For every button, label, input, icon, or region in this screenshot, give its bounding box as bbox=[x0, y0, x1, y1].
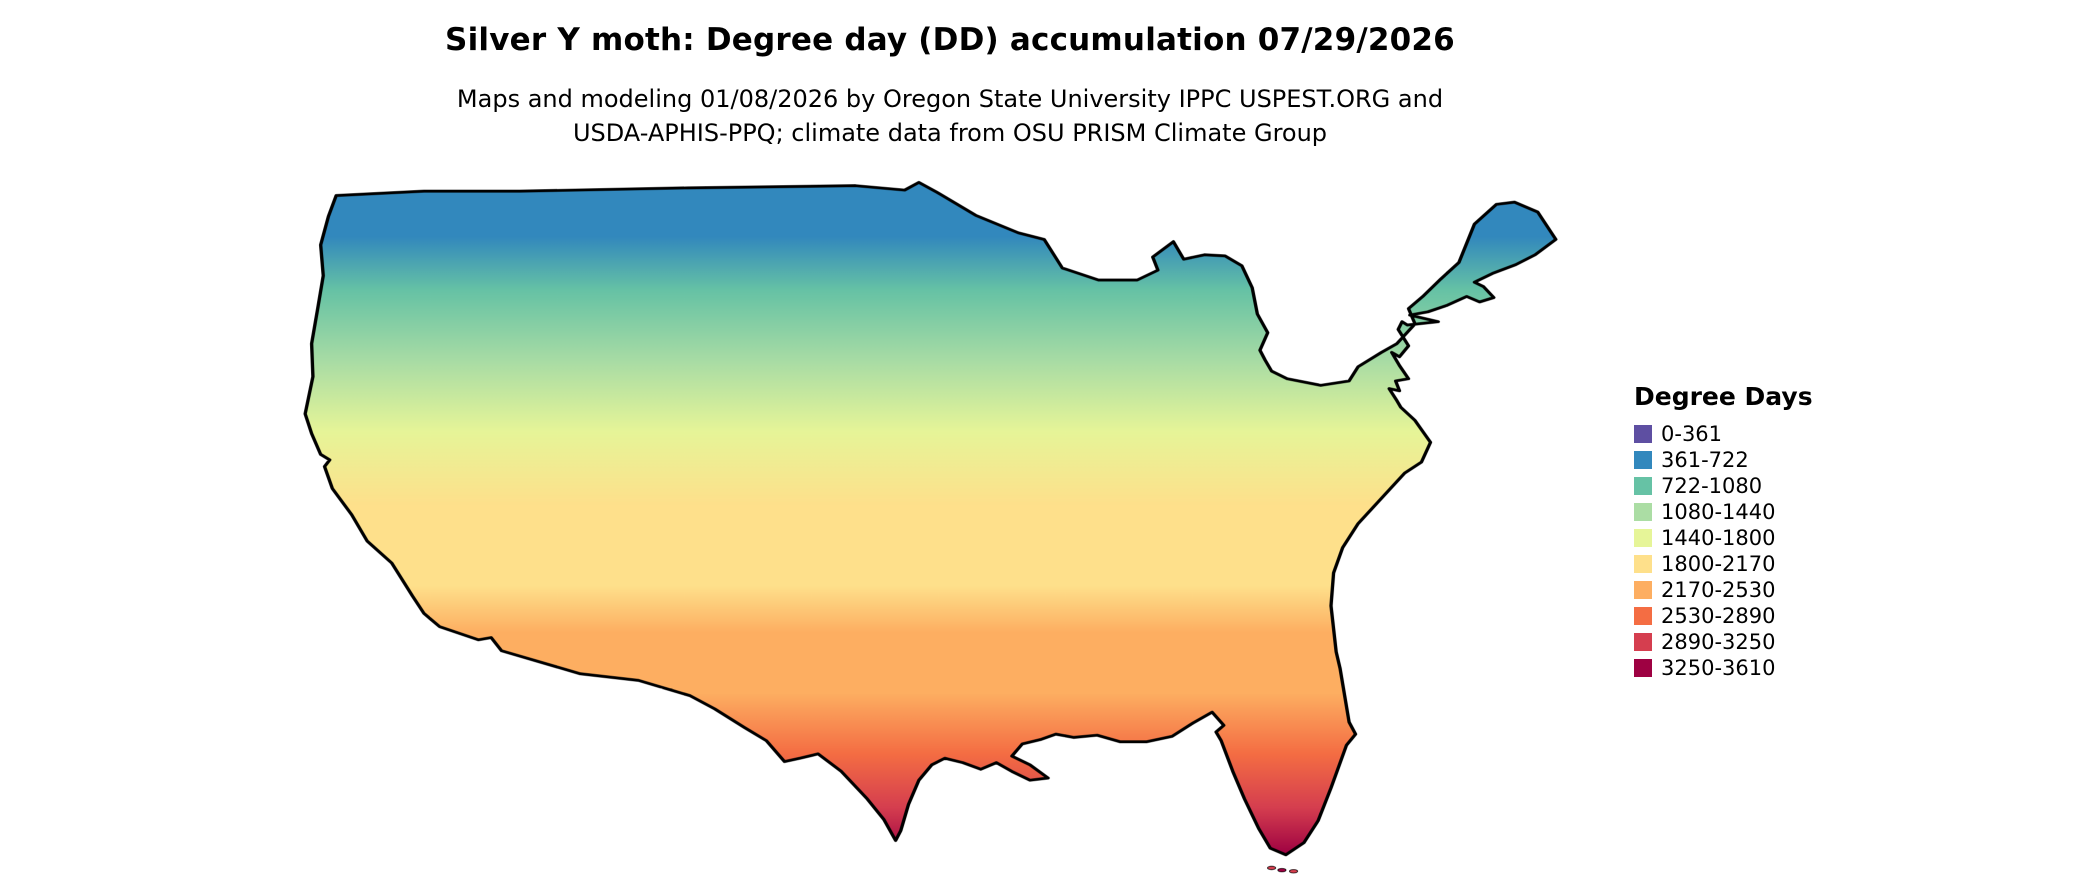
legend-item-label: 2890-3250 bbox=[1661, 630, 1776, 654]
legend-item-label: 722-1080 bbox=[1661, 474, 1763, 498]
degree-day-map bbox=[300, 178, 1592, 880]
legend-swatch bbox=[1634, 477, 1652, 495]
legend-item: 1080-1440 bbox=[1634, 499, 1813, 525]
legend-item-label: 1800-2170 bbox=[1661, 552, 1776, 576]
subtitle-line1: Maps and modeling 01/08/2026 by Oregon S… bbox=[456, 85, 1444, 113]
legend-item: 722-1080 bbox=[1634, 473, 1813, 499]
legend-item-label: 2530-2890 bbox=[1661, 604, 1776, 628]
legend-swatch bbox=[1634, 607, 1652, 625]
legend-item-label: 3250-3610 bbox=[1661, 656, 1776, 680]
legend-swatch bbox=[1634, 529, 1652, 547]
us-map-svg bbox=[303, 180, 1558, 874]
legend-item: 3250-3610 bbox=[1634, 655, 1813, 681]
florida-keys bbox=[1267, 865, 1299, 874]
legend-swatch bbox=[1634, 503, 1652, 521]
legend-item: 0-361 bbox=[1634, 421, 1813, 447]
legend-item: 2890-3250 bbox=[1634, 629, 1813, 655]
us-outline bbox=[303, 180, 1558, 857]
legend-item: 1800-2170 bbox=[1634, 551, 1813, 577]
legend-swatch bbox=[1634, 633, 1652, 651]
legend-item: 361-722 bbox=[1634, 447, 1813, 473]
legend-swatch bbox=[1634, 581, 1652, 599]
legend-item: 1440-1800 bbox=[1634, 525, 1813, 551]
subtitle-line2: USDA-APHIS-PPQ; climate data from OSU PR… bbox=[572, 119, 1328, 147]
map-subtitle: Maps and modeling 01/08/2026 by Oregon S… bbox=[0, 82, 1900, 150]
legend-item: 2530-2890 bbox=[1634, 603, 1813, 629]
legend: Degree Days 0-361 361-722 722-1080 1080-144… bbox=[1634, 382, 1813, 681]
legend-item-label: 2170-2530 bbox=[1661, 578, 1776, 602]
legend-title: Degree Days bbox=[1634, 382, 1813, 411]
legend-swatch bbox=[1634, 555, 1652, 573]
legend-swatch bbox=[1634, 451, 1652, 469]
legend-item: 2170-2530 bbox=[1634, 577, 1813, 603]
legend-item-label: 361-722 bbox=[1661, 448, 1749, 472]
map-title: Silver Y moth: Degree day (DD) accumulat… bbox=[445, 22, 1455, 58]
legend-item-label: 0-361 bbox=[1661, 422, 1723, 446]
legend-item-label: 1440-1800 bbox=[1661, 526, 1776, 550]
legend-swatch bbox=[1634, 659, 1652, 677]
legend-item-label: 1080-1440 bbox=[1661, 500, 1776, 524]
legend-swatch bbox=[1634, 425, 1652, 443]
legend-list: 0-361 361-722 722-1080 1080-1440 1440-1800 18… bbox=[1634, 421, 1813, 681]
